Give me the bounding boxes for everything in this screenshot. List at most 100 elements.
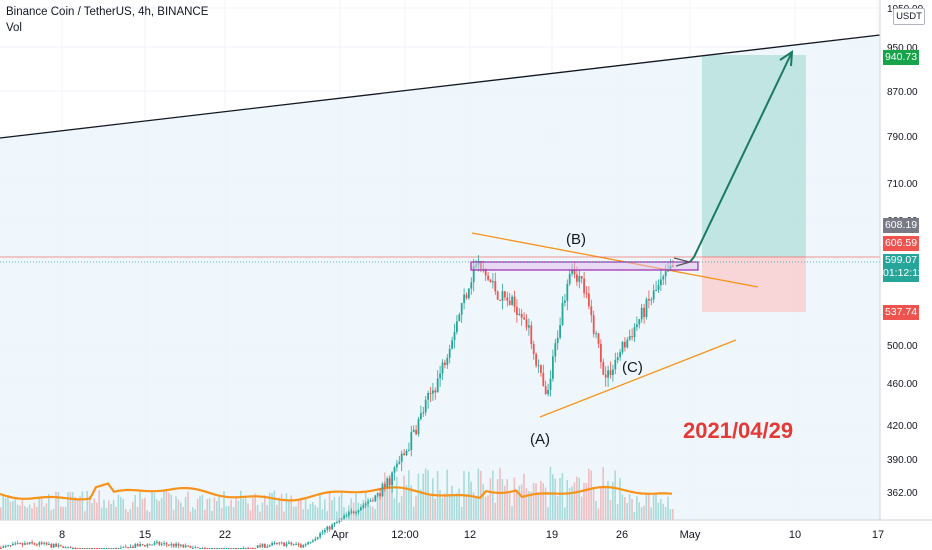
price-tick-label: 420.00 [887,421,918,432]
candle-body [240,548,242,549]
last-price-tag: 599.07 01:12:11 [883,254,923,282]
volume-bar [16,504,19,520]
candle-body [218,548,221,549]
candle-body [348,512,350,516]
volume-bar [540,480,542,520]
candle-body [619,352,621,358]
volume-bar [211,510,213,520]
volume-bar [444,493,446,520]
volume-bar [564,507,566,520]
candle-body [105,548,108,549]
volume-indicator-title[interactable]: Vol [6,22,22,34]
candle-body [100,548,103,549]
price-scale[interactable]: 1050.00950.00870.00790.00710.00660.00500… [887,4,924,499]
wave-label-b: (B) [566,231,586,248]
entry-price-tag: 606.59 [883,236,919,251]
volume-bar [578,477,580,520]
candle-body [549,378,552,391]
candle-body [424,399,427,413]
candle-body [412,429,415,433]
volume-bar [153,493,156,520]
candle-body [312,540,314,542]
volume-bar [376,495,379,520]
volume-bar [391,471,393,520]
candle-body [336,522,338,524]
volume-bar [528,491,530,520]
candle-body [2,546,5,548]
candle-body [40,542,43,544]
candle-body [168,544,170,546]
time-scale[interactable]: 8 15 22 Apr 12:00 12 19 26 May 10 17 [59,529,884,541]
volume-bar [571,486,573,520]
candle-body [84,548,86,549]
candle-body [264,543,266,548]
volume-bar [14,499,16,520]
volume-bar [326,511,328,520]
candle-body [578,276,581,282]
currency-label[interactable]: USDT [893,8,925,25]
candle-body [583,278,585,294]
volume-bar [544,487,547,520]
volume-bar [216,500,218,520]
candle-body [396,463,398,468]
volume-bar [506,479,508,520]
candle-body [175,543,177,547]
volume-bar [19,505,21,520]
candle-body [518,313,521,315]
volume-bar [621,494,624,520]
candle-body [31,542,33,544]
candle-body [403,453,405,456]
candle-body [156,541,158,543]
entry-high-price-tag: 608.19 [883,218,919,233]
volume-bar [420,489,422,520]
candle-body [453,332,456,341]
volume-bar [91,503,93,520]
candle-body [33,543,36,545]
volume-bar [657,502,660,520]
candle-body [249,548,252,549]
volume-bar [88,495,91,520]
time-tick-label: 12:00 [391,529,419,541]
candle-body [540,365,542,373]
volume-bar [225,506,228,520]
volume-bar [566,479,568,520]
candle-body [393,467,396,473]
candle-body [391,472,393,486]
price-tick-label: 950.00 [887,43,918,54]
volume-bar [489,478,492,520]
candle-body [489,279,492,283]
small-arrow [673,257,693,267]
candle-body [28,542,31,544]
candle-body [417,419,420,435]
volume-bar [482,484,484,520]
target-zone [702,55,806,257]
candle-body [297,543,300,545]
candle-body [69,547,72,549]
candle-body [36,544,38,546]
candle-body [223,548,225,549]
volume-bar [158,501,160,520]
volume-bar [465,494,468,520]
volume-bar [336,511,338,520]
volume-bar [472,492,475,520]
candle-body [225,548,228,549]
symbol-title[interactable]: Binance Coin / TetherUS, 4h, BINANCE [6,6,209,18]
volume-bar [105,507,108,520]
candle-body [496,291,499,300]
volume-bar [110,504,112,520]
volume-bar [268,492,271,520]
candle-body [451,340,453,349]
candle-body [213,548,216,549]
candle-body [520,313,523,318]
candle-body [24,543,26,545]
volume-bar [297,499,300,520]
candle-body [199,548,201,549]
volume-bar [7,496,9,520]
candle-body [595,333,597,335]
volume-bar [280,493,283,520]
candle-body [0,548,2,549]
candle-body [340,518,343,520]
candle-body [271,542,273,546]
volume-bar [79,496,81,520]
